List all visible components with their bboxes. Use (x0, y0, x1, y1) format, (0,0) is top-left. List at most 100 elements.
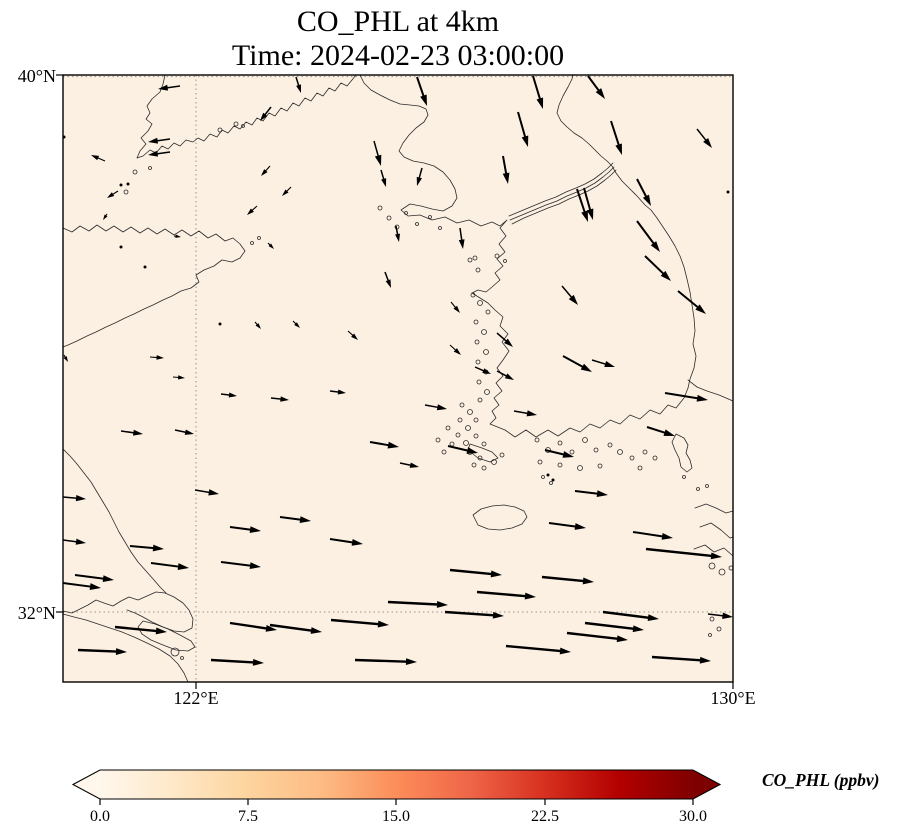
wind-vector-shaft (544, 449, 565, 456)
calm-wind-dot (119, 183, 123, 187)
coastline (62, 448, 167, 594)
wind-vector-head (249, 526, 261, 533)
wind-vector-head (255, 323, 261, 329)
wind-vector-head (596, 490, 608, 498)
wind-vector-head (268, 243, 274, 249)
wind-vector-shaft (444, 610, 495, 617)
wind-vector-shaft (329, 390, 340, 393)
island (607, 442, 613, 448)
calm-wind-dot (126, 182, 130, 186)
map-background (63, 75, 733, 682)
island (404, 211, 408, 215)
wind-vector-head (650, 241, 660, 252)
wind-vector-head (156, 355, 164, 360)
wind-vector-head (695, 304, 706, 314)
wind-vector-head (616, 635, 628, 643)
island (472, 255, 478, 261)
coastline (472, 504, 528, 531)
colorbar-extend-right (693, 770, 720, 799)
coastline (509, 166, 615, 221)
wind-vector-shaft (636, 178, 648, 198)
island (476, 379, 482, 385)
wind-vector-head (265, 625, 277, 632)
coastline (359, 74, 697, 438)
wind-vector-shaft (566, 631, 619, 641)
island (467, 409, 473, 415)
wind-vector-shaft (384, 271, 390, 282)
wind-vector-shaft (373, 140, 380, 157)
wind-vector-head (175, 234, 181, 238)
wind-vector-shaft (664, 392, 699, 400)
wind-vector-shaft (513, 410, 529, 415)
island (455, 432, 461, 438)
wind-vector-head (490, 570, 502, 578)
island (217, 127, 223, 133)
island (445, 425, 451, 431)
wind-vector-shaft (251, 205, 258, 212)
wind-vector-head (296, 84, 301, 93)
wind-vector-shaft (62, 496, 78, 499)
island (415, 222, 419, 226)
wind-vector-head (395, 233, 400, 242)
x-tick-label-122e: 122°E (173, 688, 219, 708)
coastline (693, 503, 734, 557)
wind-vector-head (502, 172, 510, 184)
wind-vector-shaft (561, 285, 573, 299)
island (483, 349, 489, 355)
wind-vector-shaft (354, 658, 408, 663)
coastline (62, 613, 189, 683)
wind-vector-shaft (496, 332, 508, 342)
wind-vector-shaft (387, 600, 439, 606)
wind-vector-shaft (476, 590, 527, 598)
wind-vector-head (458, 239, 465, 249)
island (473, 417, 479, 423)
wind-vector-shaft (174, 429, 187, 434)
wind-vector-shaft (517, 111, 527, 138)
island (257, 236, 261, 240)
wind-vector-shaft (651, 655, 702, 662)
wind-vector-shaft (229, 621, 268, 630)
wind-vector-head (299, 516, 311, 523)
wind-vector-shaft (229, 526, 252, 531)
wind-vector-shaft (156, 151, 171, 155)
wind-vector-shaft (270, 397, 282, 400)
island (250, 241, 254, 245)
coastline (137, 620, 196, 652)
island (441, 449, 447, 455)
wind-vector-head (604, 360, 615, 368)
island (534, 437, 540, 443)
wind-vector-head (261, 169, 268, 176)
wind-vector-shaft (285, 186, 292, 193)
wind-vector-head (453, 305, 460, 313)
island (428, 215, 432, 219)
island (642, 449, 648, 455)
wind-vector-head (310, 627, 322, 634)
island (438, 226, 442, 230)
island (180, 656, 184, 660)
wind-vector-head (115, 648, 127, 655)
wind-vector-head (595, 88, 605, 99)
wind-vector-shaft (707, 613, 724, 617)
island (652, 455, 658, 461)
wind-vector-head (663, 429, 675, 436)
wind-vector-shaft (74, 574, 105, 580)
wind-vector-shaft (548, 522, 577, 528)
wind-vector-shaft (329, 538, 354, 544)
wind-vector-head (249, 562, 261, 570)
island (708, 562, 716, 570)
island (696, 487, 700, 491)
island (557, 440, 563, 446)
wind-vector-head (184, 429, 194, 435)
wind-vector-head (568, 294, 578, 305)
island (463, 440, 469, 446)
wind-vector-head (632, 625, 644, 633)
wind-vector-shaft (279, 516, 302, 521)
wind-vector-head (208, 489, 219, 496)
wind-vector-shaft (636, 220, 655, 245)
wind-vector-head (374, 154, 382, 166)
wind-vector-head (521, 135, 529, 147)
wind-vector-shaft (111, 190, 119, 196)
wind-vector-shaft (97, 157, 106, 162)
wind-vector-shaft (447, 445, 469, 452)
